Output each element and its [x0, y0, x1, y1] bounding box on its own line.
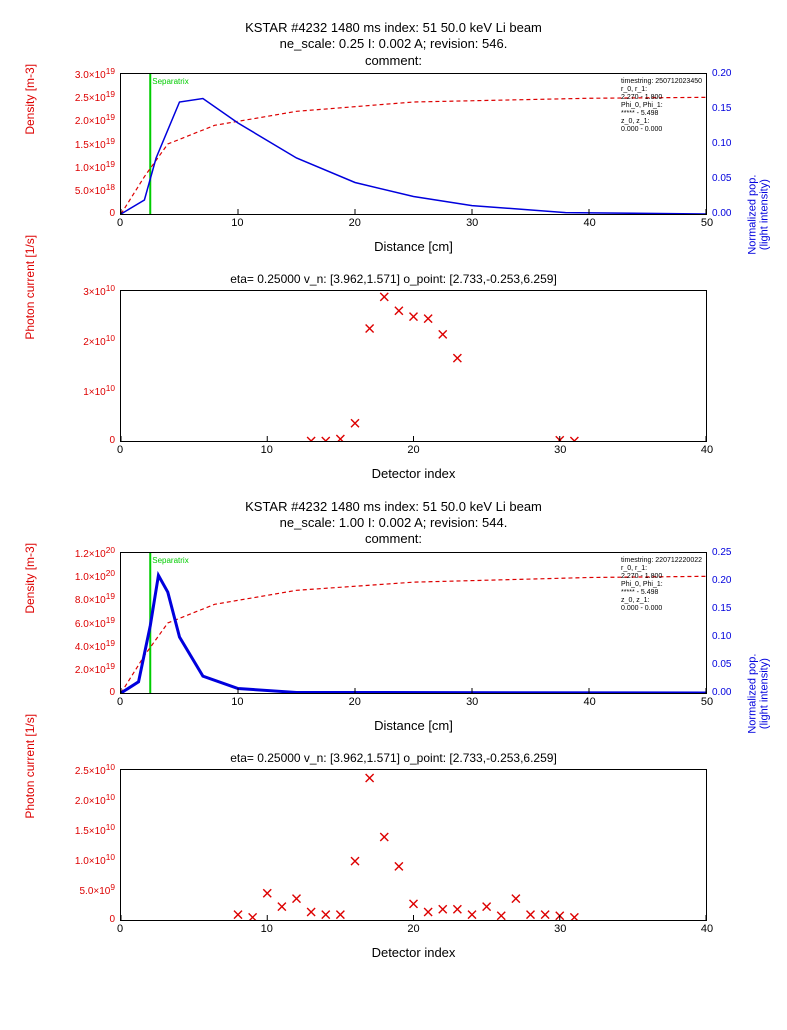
fig1-photon-ylabel: Photon current [1/s]	[23, 235, 37, 340]
fig2-photon-subtitle: eta= 0.25000 v_n: [3.962,1.571] o_point:…	[30, 751, 757, 765]
fig1-density-xaxis: 01020304050	[120, 215, 707, 237]
fig1-density-xlabel: Distance [cm]	[120, 239, 707, 254]
fig1-photon-svg	[121, 291, 706, 441]
fig2-density-svg: Separatrix	[121, 553, 706, 693]
fig1-photon-xaxis: 010203040	[120, 442, 707, 464]
fig2-density-ylabel-left: Density [m-3]	[23, 543, 37, 614]
fig1-title: KSTAR #4232 1480 ms index: 51 50.0 keV L…	[30, 20, 757, 69]
fig2-title-line1: KSTAR #4232 1480 ms index: 51 50.0 keV L…	[30, 499, 757, 515]
fig1-density-yaxis-left: 05.0×10181.0×10191.5×10192.0×10192.5×101…	[51, 74, 117, 214]
fig1-photon-chart: Photon current [1/s] 01×10102×10103×1010…	[120, 290, 707, 481]
fig1-density-svg: Separatrix	[121, 74, 706, 214]
fig2-photon-xlabel: Detector index	[120, 945, 707, 960]
fig1-density-legend: timestring: 250712023450r_0, r_1:2.270 -…	[620, 77, 703, 135]
fig1-density-yaxis-right: 0.000.050.100.150.20	[710, 74, 752, 214]
fig2-density-chart: Density [m-3] Normalized pop.(light inte…	[120, 552, 707, 733]
fig2-density-yaxis-right: 0.000.050.100.150.200.25	[710, 553, 752, 693]
fig2-density-legend: timestring: 220712220022r_0, r_1:2.270 -…	[620, 556, 703, 614]
fig1-photon-xlabel: Detector index	[120, 466, 707, 481]
fig2-photon-plot: 05.0×1091.0×10101.5×10102.0×10102.5×1010	[120, 769, 707, 921]
fig1-photon-panel: eta= 0.25000 v_n: [3.962,1.571] o_point:…	[30, 272, 757, 481]
fig2-photon-chart: Photon current [1/s] 05.0×1091.0×10101.5…	[120, 769, 707, 960]
fig1-title-line3: comment:	[30, 53, 757, 69]
fig2-photon-ylabel: Photon current [1/s]	[23, 714, 37, 819]
fig2-photon-xaxis: 010203040	[120, 921, 707, 943]
fig1-density-plot: 05.0×10181.0×10191.5×10192.0×10192.5×101…	[120, 73, 707, 215]
svg-text:Separatrix: Separatrix	[152, 77, 188, 86]
fig1-photon-subtitle: eta= 0.25000 v_n: [3.962,1.571] o_point:…	[30, 272, 757, 286]
fig1-photon-yaxis-left: 01×10102×10103×1010	[51, 291, 117, 441]
fig2-photon-svg	[121, 770, 706, 920]
fig2-title: KSTAR #4232 1480 ms index: 51 50.0 keV L…	[30, 499, 757, 548]
fig2-title-line2: ne_scale: 1.00 I: 0.002 A; revision: 544…	[30, 515, 757, 531]
figure-2: KSTAR #4232 1480 ms index: 51 50.0 keV L…	[30, 499, 757, 733]
fig1-density-ylabel-left: Density [m-3]	[23, 64, 37, 135]
fig1-photon-plot: 01×10102×10103×1010	[120, 290, 707, 442]
fig2-title-line3: comment:	[30, 531, 757, 547]
fig1-title-line1: KSTAR #4232 1480 ms index: 51 50.0 keV L…	[30, 20, 757, 36]
fig2-photon-yaxis-left: 05.0×1091.0×10101.5×10102.0×10102.5×1010	[51, 770, 117, 920]
figure-1: KSTAR #4232 1480 ms index: 51 50.0 keV L…	[30, 20, 757, 254]
fig1-density-chart: Density [m-3] Normalized pop.(light inte…	[120, 73, 707, 254]
fig2-photon-panel: eta= 0.25000 v_n: [3.962,1.571] o_point:…	[30, 751, 757, 960]
fig1-title-line2: ne_scale: 0.25 I: 0.002 A; revision: 546…	[30, 36, 757, 52]
svg-text:Separatrix: Separatrix	[152, 556, 188, 565]
fig2-density-yaxis-left: 02.0×10194.0×10196.0×10198.0×10191.0×102…	[51, 553, 117, 693]
fig2-density-xlabel: Distance [cm]	[120, 718, 707, 733]
fig2-density-xaxis: 01020304050	[120, 694, 707, 716]
fig2-density-plot: 02.0×10194.0×10196.0×10198.0×10191.0×102…	[120, 552, 707, 694]
